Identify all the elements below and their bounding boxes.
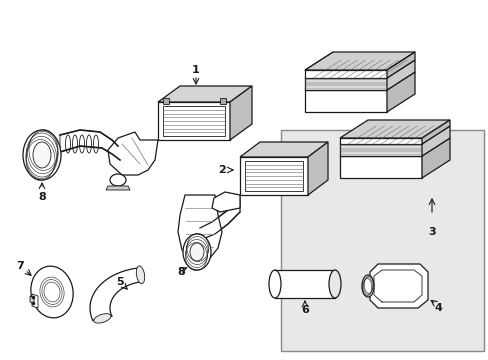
Text: 3: 3	[427, 227, 435, 237]
Polygon shape	[386, 52, 414, 78]
Polygon shape	[30, 296, 34, 304]
Text: 8: 8	[38, 192, 46, 202]
Ellipse shape	[328, 270, 340, 298]
Polygon shape	[229, 86, 251, 140]
Text: 1: 1	[192, 65, 200, 75]
Text: 8: 8	[177, 267, 184, 277]
Polygon shape	[339, 120, 449, 138]
Polygon shape	[305, 52, 414, 70]
Text: 6: 6	[301, 305, 308, 315]
Ellipse shape	[33, 142, 51, 168]
Polygon shape	[158, 102, 229, 140]
Polygon shape	[163, 106, 224, 136]
Ellipse shape	[183, 234, 210, 270]
Polygon shape	[90, 268, 142, 320]
Polygon shape	[200, 195, 240, 240]
Polygon shape	[220, 98, 225, 104]
Text: 7: 7	[16, 261, 24, 271]
Ellipse shape	[361, 275, 373, 297]
Ellipse shape	[268, 270, 281, 298]
Text: 2: 2	[218, 165, 225, 175]
Ellipse shape	[31, 266, 73, 318]
Polygon shape	[339, 156, 421, 178]
Polygon shape	[305, 72, 414, 90]
Polygon shape	[163, 98, 169, 104]
Polygon shape	[421, 126, 449, 156]
Polygon shape	[339, 144, 421, 156]
Text: 4: 4	[433, 303, 441, 313]
Polygon shape	[339, 138, 449, 156]
Polygon shape	[244, 161, 303, 191]
Polygon shape	[158, 86, 251, 102]
Text: 5: 5	[116, 277, 123, 287]
Polygon shape	[421, 120, 449, 144]
Polygon shape	[305, 90, 386, 112]
Ellipse shape	[110, 174, 126, 186]
Polygon shape	[421, 138, 449, 178]
Polygon shape	[305, 78, 386, 90]
Polygon shape	[32, 294, 38, 308]
Polygon shape	[240, 142, 327, 157]
Polygon shape	[212, 192, 240, 212]
Polygon shape	[305, 70, 386, 78]
Polygon shape	[307, 142, 327, 195]
Ellipse shape	[190, 243, 203, 261]
Polygon shape	[369, 264, 427, 308]
Polygon shape	[178, 195, 222, 262]
Polygon shape	[305, 60, 414, 78]
Ellipse shape	[23, 130, 61, 180]
Polygon shape	[106, 186, 130, 190]
Polygon shape	[240, 157, 307, 195]
Ellipse shape	[94, 314, 111, 323]
Polygon shape	[274, 270, 334, 298]
Polygon shape	[339, 126, 449, 144]
Polygon shape	[386, 60, 414, 90]
Polygon shape	[60, 130, 120, 160]
Ellipse shape	[136, 266, 144, 284]
Polygon shape	[339, 138, 421, 144]
Bar	[281, 130, 483, 351]
Polygon shape	[108, 132, 158, 175]
Polygon shape	[386, 72, 414, 112]
